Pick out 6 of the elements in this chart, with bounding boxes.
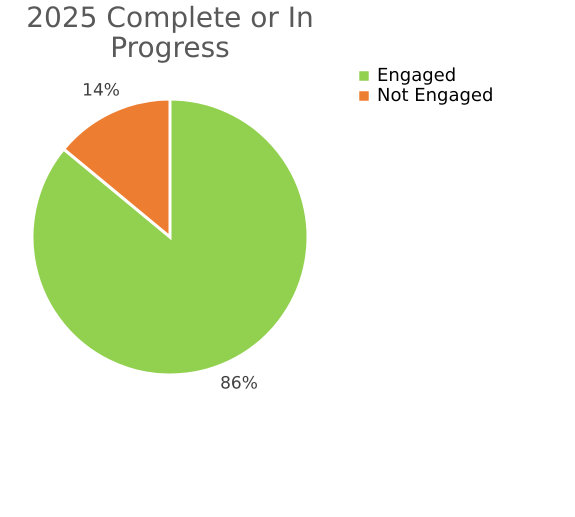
chart-title: 2025 Complete or In Progress: [26, 1, 314, 64]
legend-label: Engaged: [377, 65, 456, 86]
legend-label: Not Engaged: [377, 85, 494, 106]
data-label: 86%: [220, 374, 258, 394]
pie-slice: [30, 98, 310, 376]
data-label: 14%: [82, 80, 120, 100]
